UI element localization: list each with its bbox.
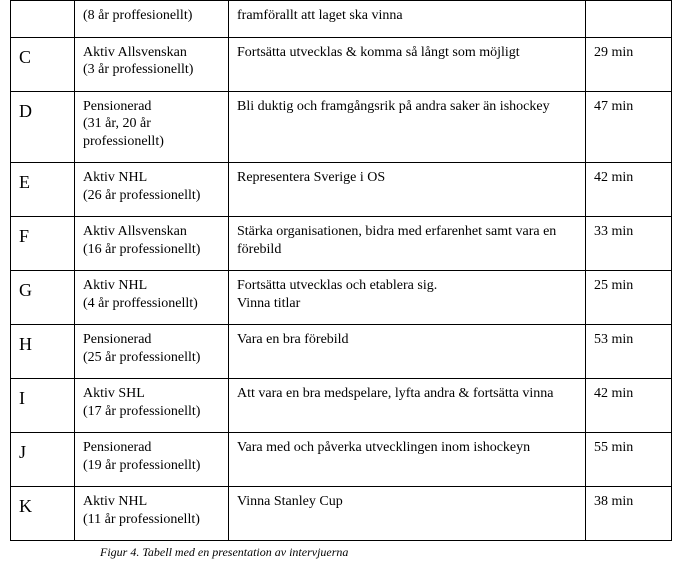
- table-row: JPensionerad(19 år professionellt)Vara m…: [11, 433, 672, 487]
- row-status: Pensionerad(25 år professionellt): [75, 325, 229, 379]
- page: (8 år proffesionellt)framförallt att lag…: [0, 0, 681, 570]
- table-row: GAktiv NHL(4 år proffessionellt)Fortsätt…: [11, 271, 672, 325]
- row-status: Aktiv NHL(4 år proffessionellt): [75, 271, 229, 325]
- row-goal: Vinna Stanley Cup: [229, 487, 586, 541]
- row-id: E: [11, 163, 75, 217]
- figure-caption: Figur 4. Tabell med en presentation av i…: [10, 545, 671, 560]
- row-goal: framförallt att laget ska vinna: [229, 1, 586, 38]
- row-status: Aktiv NHL(26 år professionellt): [75, 163, 229, 217]
- row-goal: Fortsätta utvecklas och etablera sig.Vin…: [229, 271, 586, 325]
- row-goal: Vara en bra förebild: [229, 325, 586, 379]
- row-goal: Att vara en bra medspelare, lyfta andra …: [229, 379, 586, 433]
- row-status: (8 år proffesionellt): [75, 1, 229, 38]
- row-id: F: [11, 217, 75, 271]
- row-time: 42 min: [586, 163, 672, 217]
- table-row: FAktiv Allsvenskan(16 år professionellt)…: [11, 217, 672, 271]
- table-row: (8 år proffesionellt)framförallt att lag…: [11, 1, 672, 38]
- row-status: Aktiv Allsvenskan(3 år professionellt): [75, 37, 229, 91]
- row-id: D: [11, 91, 75, 163]
- row-time: 47 min: [586, 91, 672, 163]
- table-row: CAktiv Allsvenskan(3 år professionellt)F…: [11, 37, 672, 91]
- table-row: IAktiv SHL(17 år professionellt)Att vara…: [11, 379, 672, 433]
- row-goal: Vara med och påverka utvecklingen inom i…: [229, 433, 586, 487]
- row-status: Pensionerad(31 år, 20 år professionellt): [75, 91, 229, 163]
- table-body: (8 år proffesionellt)framförallt att lag…: [11, 1, 672, 541]
- row-id: G: [11, 271, 75, 325]
- row-time: 25 min: [586, 271, 672, 325]
- row-id: C: [11, 37, 75, 91]
- row-time: 42 min: [586, 379, 672, 433]
- interview-table: (8 år proffesionellt)framförallt att lag…: [10, 0, 672, 541]
- row-id: J: [11, 433, 75, 487]
- table-row: DPensionerad(31 år, 20 år professionellt…: [11, 91, 672, 163]
- row-goal: Bli duktig och framgångsrik på andra sak…: [229, 91, 586, 163]
- row-id: K: [11, 487, 75, 541]
- table-row: EAktiv NHL(26 år professionellt)Represen…: [11, 163, 672, 217]
- row-time: 38 min: [586, 487, 672, 541]
- row-time: 53 min: [586, 325, 672, 379]
- row-time: 33 min: [586, 217, 672, 271]
- row-id: H: [11, 325, 75, 379]
- row-status: Aktiv NHL(11 år professionellt): [75, 487, 229, 541]
- row-id: [11, 1, 75, 38]
- row-status: Aktiv SHL(17 år professionellt): [75, 379, 229, 433]
- table-row: HPensionerad(25 år professionellt)Vara e…: [11, 325, 672, 379]
- row-status: Aktiv Allsvenskan(16 år professionellt): [75, 217, 229, 271]
- row-time: 55 min: [586, 433, 672, 487]
- row-status: Pensionerad(19 år professionellt): [75, 433, 229, 487]
- row-time: [586, 1, 672, 38]
- table-row: KAktiv NHL(11 år professionellt)Vinna St…: [11, 487, 672, 541]
- row-goal: Stärka organisationen, bidra med erfaren…: [229, 217, 586, 271]
- row-goal: Fortsätta utvecklas & komma så långt som…: [229, 37, 586, 91]
- row-goal: Representera Sverige i OS: [229, 163, 586, 217]
- row-time: 29 min: [586, 37, 672, 91]
- row-id: I: [11, 379, 75, 433]
